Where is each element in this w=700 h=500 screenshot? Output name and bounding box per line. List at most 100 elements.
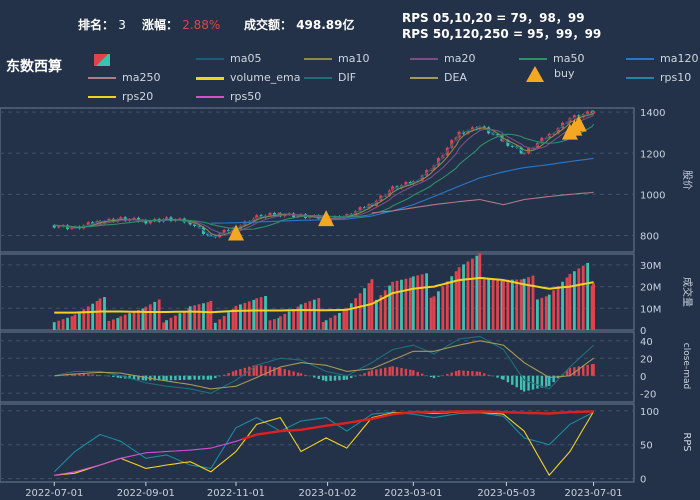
macd-hist-bar <box>321 375 325 381</box>
volume-bar <box>287 311 291 330</box>
candle-body <box>272 213 276 216</box>
macd-hist-bar <box>78 373 81 376</box>
candle-body <box>57 226 61 228</box>
volume-bar <box>420 274 424 330</box>
volume-bar <box>144 306 148 330</box>
rank-label: 排名： <box>78 18 115 32</box>
candle-body <box>432 165 436 170</box>
x-tick-label: 2023-01-02 <box>299 488 357 499</box>
macd-hist-bar <box>132 375 136 380</box>
volume-bar <box>182 310 186 330</box>
macd-hist-bar <box>354 375 357 377</box>
candle-body <box>408 181 412 184</box>
volume-bar <box>416 275 420 330</box>
legend-item-candle <box>94 53 110 66</box>
macd-hist-bar <box>329 375 332 381</box>
macd-hist-bar <box>345 375 349 380</box>
volume-bar <box>577 268 581 330</box>
volume-tick-label: 10M <box>640 304 661 315</box>
volume-bar <box>218 319 222 330</box>
macd-hist-bar <box>279 367 282 376</box>
x-tick-label: 2023-03-01 <box>384 488 442 499</box>
macd-hist-bar <box>137 375 140 380</box>
macd-hist-bar <box>98 374 102 376</box>
volume-bar <box>475 255 479 330</box>
macd-hist-bar <box>471 371 474 376</box>
macd-hist-bar <box>400 367 403 376</box>
volume-bar <box>561 281 564 330</box>
candle-body <box>296 215 300 218</box>
legend-item-rps20: rps20 <box>88 90 153 103</box>
legend-item-ma05: ma05 <box>196 52 261 65</box>
macd-hist-bar <box>313 375 316 378</box>
volume-bar <box>197 304 201 330</box>
volume-bar <box>367 283 371 330</box>
volume-bar <box>128 313 132 330</box>
volume-bar <box>502 279 505 330</box>
volume-bar <box>544 296 548 330</box>
volume-bar <box>304 302 307 330</box>
macd-hist-bar <box>565 370 569 376</box>
macd-hist-bar <box>412 370 415 376</box>
candle-body <box>91 222 95 225</box>
candle-body <box>482 126 486 128</box>
macd-hist-bar <box>144 375 148 381</box>
macd-hist-bar <box>234 370 238 376</box>
candle-body <box>52 225 56 228</box>
macd-hist-bar <box>157 375 161 381</box>
candle-body <box>227 229 231 232</box>
volume-bar <box>188 306 192 330</box>
volume-bar <box>531 275 535 330</box>
rank-value: 3 <box>118 18 126 32</box>
macd-hist-bar <box>506 375 510 383</box>
candle-body <box>252 218 256 223</box>
volume-bar <box>565 277 569 330</box>
volume-bar <box>123 314 127 330</box>
candle-body <box>462 131 466 134</box>
volume-bar <box>57 320 61 330</box>
rps-tick-label: 0 <box>640 475 646 486</box>
macd-hist-bar <box>214 375 217 379</box>
legend-item-rps50: rps50 <box>196 90 261 103</box>
macd-hist-bar <box>577 366 580 376</box>
volume-bar <box>157 299 161 330</box>
volume-bar <box>273 319 276 330</box>
volume-bar <box>296 306 300 330</box>
candle-body <box>552 133 556 135</box>
macd-hist-bar <box>395 367 399 376</box>
volume-bar <box>141 308 145 330</box>
line-ma120 <box>210 157 594 224</box>
candle-body <box>193 224 197 226</box>
candle-body <box>363 207 367 209</box>
volume-bar <box>395 280 399 330</box>
volume-bar <box>247 301 251 330</box>
volume-bar <box>277 318 281 330</box>
macd-hist-bar <box>391 366 394 376</box>
candle-body <box>165 217 169 220</box>
macd-hist-bar <box>197 375 201 380</box>
volume-bar <box>445 281 449 330</box>
candle-body <box>374 200 378 206</box>
macd-hist-bar <box>358 374 362 376</box>
volume-bar <box>222 315 226 330</box>
macd-tick-label: -20 <box>640 389 656 400</box>
price-tick-label: 1200 <box>640 149 665 160</box>
line-rps10 <box>53 411 594 473</box>
volume-bar <box>91 303 95 330</box>
x-tick-label: 2023-05-03 <box>477 488 535 499</box>
volume-bar <box>540 297 544 330</box>
macd-hist-bar <box>206 375 210 380</box>
macd-hist-bar <box>429 375 433 377</box>
line-dif <box>54 335 594 394</box>
volume-bar <box>137 310 140 330</box>
candle-body <box>556 128 560 134</box>
volume-bar <box>52 322 56 330</box>
volume-bar <box>429 297 433 330</box>
candle-body <box>586 111 590 115</box>
candle-body <box>222 229 226 234</box>
buy-triangle-icon <box>526 66 544 82</box>
macd-hist-bar <box>218 375 221 377</box>
macd-hist-bar <box>227 373 230 376</box>
legend-item-volume-ema: volume_ema <box>196 71 300 84</box>
